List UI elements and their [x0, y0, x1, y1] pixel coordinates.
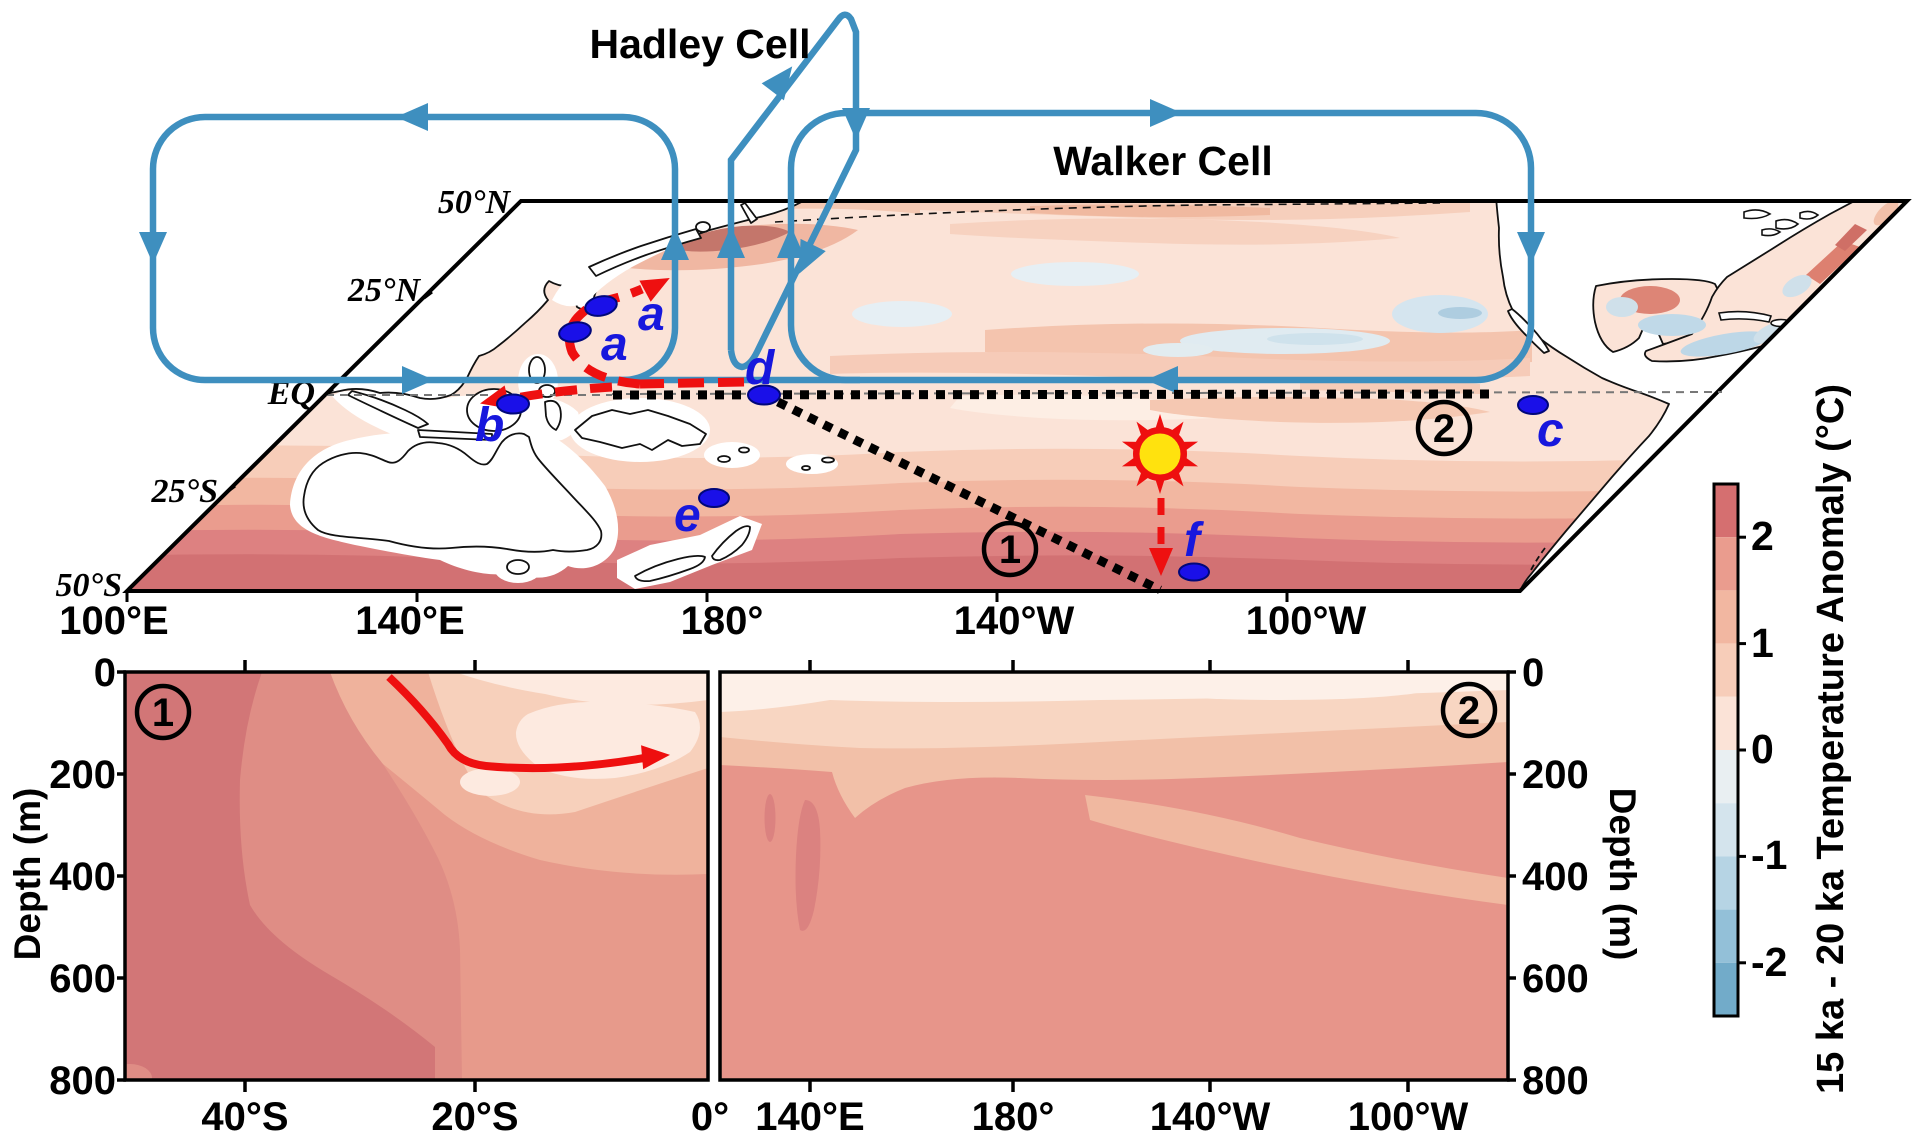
svg-text:d: d	[745, 342, 776, 395]
svg-text:100°W: 100°W	[1348, 1095, 1469, 1139]
svg-text:1: 1	[152, 691, 174, 735]
svg-text:800: 800	[1522, 1059, 1589, 1103]
svg-text:a: a	[638, 288, 665, 341]
svg-text:25°S: 25°S	[150, 473, 218, 510]
svg-text:180°: 180°	[972, 1095, 1055, 1139]
svg-text:25°N: 25°N	[347, 272, 422, 309]
svg-text:1: 1	[999, 528, 1021, 572]
svg-text:15 ka - 20 ka Temperature Anom: 15 ka - 20 ka Temperature Anomaly (°C)	[1810, 384, 1852, 1094]
svg-text:800: 800	[49, 1059, 116, 1103]
svg-text:50°S: 50°S	[55, 567, 122, 604]
svg-text:Hadley Cell: Hadley Cell	[589, 21, 810, 67]
svg-text:Walker Cell: Walker Cell	[1053, 138, 1273, 184]
svg-text:-2: -2	[1751, 939, 1787, 985]
svg-text:f: f	[1184, 514, 1204, 567]
svg-text:e: e	[674, 489, 701, 542]
svg-text:50°N: 50°N	[438, 184, 512, 221]
svg-text:140°E: 140°E	[755, 1095, 864, 1139]
svg-text:-1: -1	[1751, 832, 1787, 878]
svg-text:140°W: 140°W	[954, 599, 1075, 643]
svg-text:0: 0	[1751, 726, 1774, 772]
svg-text:2: 2	[1751, 513, 1774, 559]
svg-text:b: b	[475, 399, 504, 452]
svg-text:140°E: 140°E	[355, 599, 464, 643]
svg-text:0: 0	[1522, 651, 1544, 695]
svg-text:a: a	[601, 318, 628, 371]
svg-text:600: 600	[49, 957, 116, 1001]
svg-text:0°: 0°	[691, 1095, 729, 1139]
svg-text:100°E: 100°E	[59, 599, 168, 643]
svg-text:2: 2	[1458, 689, 1480, 733]
svg-text:0: 0	[94, 651, 116, 695]
svg-text:400: 400	[49, 855, 116, 899]
svg-text:200: 200	[49, 753, 116, 797]
svg-text:200: 200	[1522, 753, 1589, 797]
svg-text:180°: 180°	[681, 599, 764, 643]
svg-text:600: 600	[1522, 957, 1589, 1001]
svg-text:140°W: 140°W	[1150, 1095, 1271, 1139]
svg-text:20°S: 20°S	[431, 1095, 518, 1139]
svg-text:40°S: 40°S	[201, 1095, 288, 1139]
svg-text:2: 2	[1433, 407, 1455, 451]
svg-text:c: c	[1537, 404, 1564, 457]
svg-text:1: 1	[1751, 620, 1774, 666]
svg-text:Depth (m): Depth (m)	[7, 788, 48, 961]
svg-text:100°W: 100°W	[1246, 599, 1367, 643]
svg-text:Depth (m): Depth (m)	[1602, 788, 1643, 961]
svg-text:400: 400	[1522, 855, 1589, 899]
